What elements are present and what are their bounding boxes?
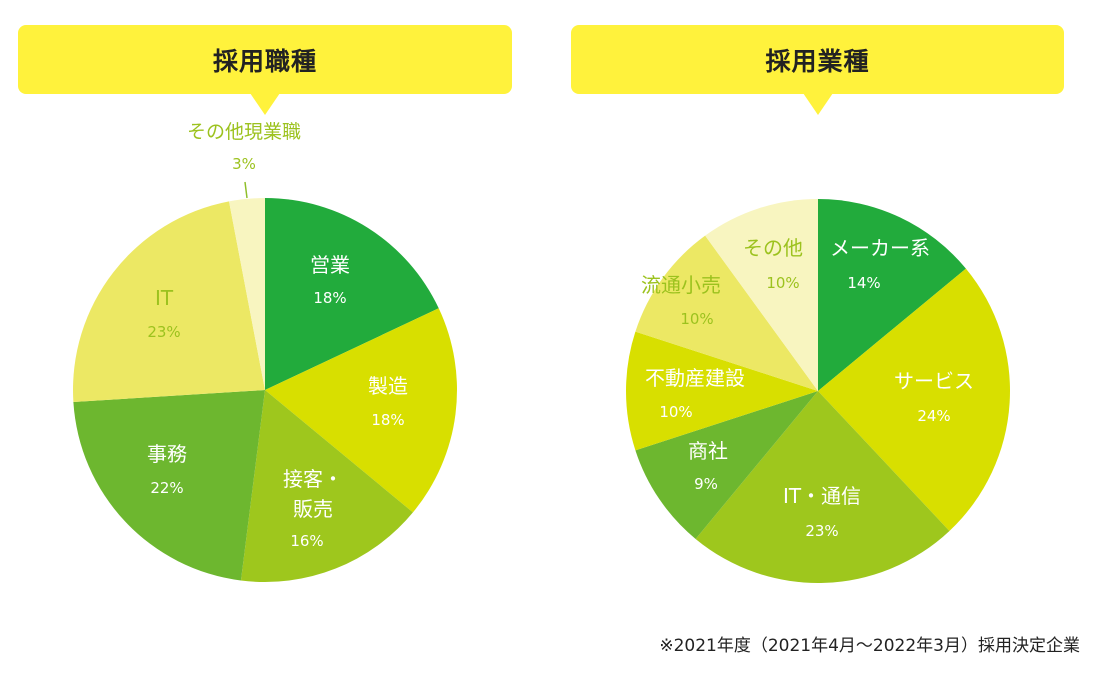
job-type-chart-title: 採用職種 bbox=[212, 46, 317, 76]
job-type-slice-0-percent: 18% bbox=[313, 289, 346, 307]
industry-chart-title: 採用業種 bbox=[765, 46, 870, 76]
job-type-banner-pointer bbox=[250, 93, 280, 115]
job-type-slice-5-label: その他現業職 bbox=[187, 121, 301, 143]
industry-slice-0 bbox=[818, 199, 966, 391]
job-type-slice-4-label: IT bbox=[155, 286, 174, 310]
job-type-slice-0-label: 営業 bbox=[310, 253, 350, 277]
industry-slice-5-percent: 10% bbox=[680, 310, 713, 328]
job-type-slice-5-percent: 3% bbox=[232, 155, 256, 173]
job-type-slice-4-percent: 23% bbox=[147, 323, 180, 341]
industry-slice-3 bbox=[635, 391, 818, 539]
job-type-slice-1 bbox=[265, 308, 457, 513]
job-type-slice-2 bbox=[240, 390, 413, 583]
industry-banner-pointer bbox=[802, 93, 833, 115]
industry-slice-0-percent: 14% bbox=[847, 274, 880, 292]
industry-slice-6-label: その他 bbox=[743, 236, 803, 260]
job-type-slice-5 bbox=[229, 198, 265, 390]
industry-slice-1-percent: 24% bbox=[917, 407, 950, 425]
job-type-slice-1-label: 製造 bbox=[368, 374, 408, 398]
job-type-banner: 採用職種 bbox=[18, 25, 512, 115]
industry-slice-3-label: 商社 bbox=[688, 439, 728, 463]
job-type-slice-5-leader-line bbox=[244, 181, 248, 199]
industry-slice-2 bbox=[695, 391, 950, 583]
footnote: ※2021年度（2021年4月～2022年3月）採用決定企業 bbox=[659, 636, 1080, 656]
job-type-slice-2-percent: 16% bbox=[290, 532, 323, 550]
industry-slice-2-label: IT・通信 bbox=[783, 484, 861, 508]
industry-slice-6-percent: 10% bbox=[766, 274, 799, 292]
job-type-slice-3 bbox=[73, 390, 265, 581]
industry-banner: 採用業種 bbox=[571, 25, 1064, 115]
job-type-slice-3-percent: 22% bbox=[150, 479, 183, 497]
industry-slice-5 bbox=[635, 235, 818, 391]
industry-slice-1-label: サービス bbox=[894, 369, 974, 393]
industry-slice-2-percent: 23% bbox=[805, 522, 838, 540]
job-type-slice-0 bbox=[265, 198, 439, 390]
job-type-slice-2-label: 接客・販売 bbox=[283, 467, 343, 521]
job-type-slice-3-label: 事務 bbox=[147, 442, 187, 466]
industry-pie-chart: メーカー系 14% サービス 24% IT・通信 23% 商社 9% 不動産建設 10% 流通小売 1… bbox=[626, 199, 1011, 583]
industry-slice-1 bbox=[818, 268, 1011, 531]
industry-slice-3-percent: 9% bbox=[694, 475, 718, 493]
job-type-slice-1-percent: 18% bbox=[371, 411, 404, 429]
job-type-pie-chart: 営業 18% 製造 18% 接客・販売 16% 事務 22% IT 23% その他現業職 3% bbox=[73, 121, 457, 583]
industry-slice-0-label: メーカー系 bbox=[830, 236, 930, 260]
industry-slice-4-label: 不動産建設 bbox=[645, 366, 745, 390]
industry-slice-6 bbox=[705, 199, 818, 391]
industry-slice-5-label: 流通小売 bbox=[641, 273, 721, 297]
job-type-slice-4 bbox=[73, 201, 266, 403]
industry-slice-4 bbox=[626, 331, 818, 451]
industry-slice-4-percent: 10% bbox=[659, 403, 692, 421]
